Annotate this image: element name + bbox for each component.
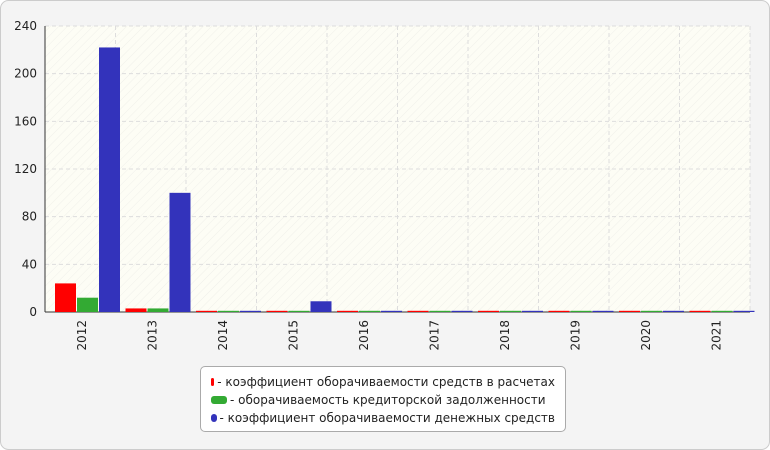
bar: [169, 192, 191, 312]
legend-label: - оборачиваемость кредиторской задолженн…: [230, 393, 546, 407]
x-tick-label: 2013: [146, 320, 160, 351]
bar: [337, 310, 358, 312]
bar: [125, 308, 147, 312]
y-tick-label: 120: [14, 162, 37, 176]
bar: [663, 310, 684, 312]
bar: [407, 310, 429, 312]
bar: [592, 310, 614, 312]
legend-item: - оборачиваемость кредиторской задолженн…: [211, 391, 555, 409]
x-tick-label: 2016: [357, 320, 371, 351]
legend-swatch: [211, 414, 217, 422]
x-tick-label: 2012: [75, 320, 89, 351]
y-tick-label: 160: [14, 114, 37, 128]
y-tick-label: 80: [22, 210, 37, 224]
y-tick-label: 240: [14, 19, 37, 33]
bar: [522, 310, 543, 312]
legend: - коэффициент оборачиваемости средств в …: [200, 366, 566, 432]
bar: [733, 310, 755, 312]
x-tick-label: 2020: [639, 320, 653, 351]
bar: [240, 310, 261, 312]
x-tick-label: 2019: [569, 320, 583, 351]
bar: [619, 310, 640, 312]
legend-item: - коэффициент оборачиваемости средств в …: [211, 373, 555, 391]
bar: [500, 310, 521, 312]
bar: [99, 47, 120, 312]
y-tick-label: 200: [14, 67, 37, 81]
x-tick-label: 2018: [498, 320, 512, 351]
bar: [218, 310, 239, 312]
bar: [266, 310, 288, 312]
bar: [381, 310, 402, 312]
x-tick-label: 2017: [428, 320, 442, 351]
bar: [548, 310, 570, 312]
bar: [77, 297, 98, 312]
bar: [711, 310, 733, 312]
bar: [641, 310, 662, 312]
x-tick-label: 2014: [216, 320, 230, 351]
bar: [451, 310, 473, 312]
legend-label: - коэффициент оборачиваемости средств в …: [217, 375, 555, 389]
y-tick-label: 40: [22, 257, 37, 271]
bar: [359, 310, 380, 312]
bar: [689, 310, 711, 312]
bar: [55, 283, 76, 312]
bar: [288, 310, 310, 312]
legend-swatch: [211, 378, 215, 386]
legend-item: - коэффициент оборачиваемости денежных с…: [211, 409, 555, 427]
bar: [147, 308, 169, 312]
bar: [310, 301, 332, 312]
bar: [429, 310, 451, 312]
legend-swatch: [211, 396, 227, 404]
bar: [196, 310, 217, 312]
bar: [570, 310, 592, 312]
bar: [478, 310, 499, 312]
x-tick-label: 2015: [287, 320, 301, 351]
legend-label: - коэффициент оборачиваемости денежных с…: [219, 411, 556, 425]
y-tick-label: 0: [29, 305, 37, 319]
x-tick-label: 2021: [710, 320, 724, 351]
